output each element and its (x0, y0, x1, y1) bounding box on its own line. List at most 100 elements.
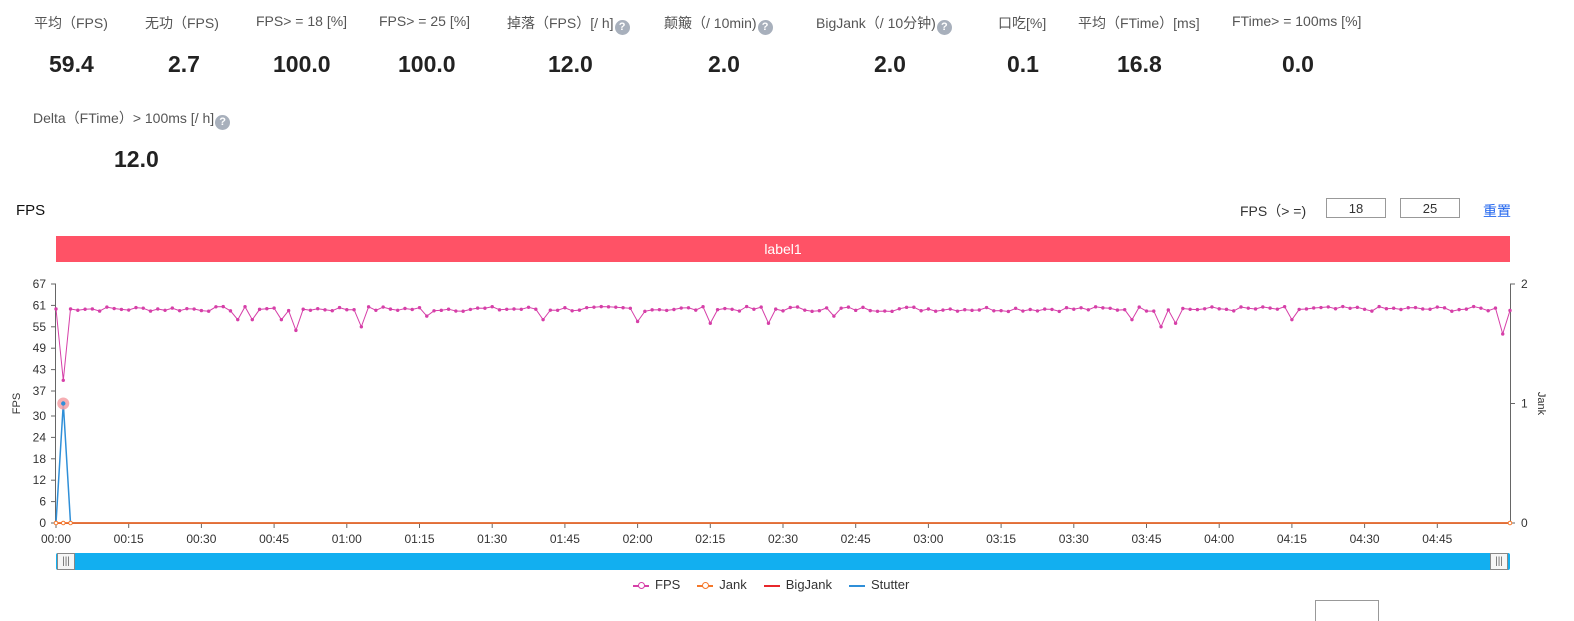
series-point-fps (1399, 307, 1403, 312)
series-point-fps (701, 304, 705, 309)
metric-value: 2.0 (874, 51, 906, 77)
highlight-point (61, 401, 66, 406)
series-point-fps (1319, 305, 1323, 310)
series-point-fps (1471, 304, 1476, 309)
series-point-fps (621, 306, 625, 310)
series-point-fps (839, 306, 843, 310)
series-point-fps (381, 305, 385, 309)
series-point-fps (1021, 309, 1025, 313)
series-point-fps (1079, 306, 1083, 310)
y-axis-title: FPS (11, 393, 23, 414)
series-point-fps (294, 328, 298, 333)
series-point-fps (1275, 307, 1280, 311)
series-point-fps (548, 308, 553, 312)
series-point-fps (76, 308, 80, 312)
chart-legend: FPS Jank BigJank Stutter (633, 577, 926, 592)
metric-label: FPS> = 18 [%] (256, 13, 347, 29)
series-point-fps (1297, 307, 1301, 312)
series-point-fps (417, 305, 422, 310)
series-point-fps (374, 308, 378, 312)
series-point-fps (1166, 308, 1171, 312)
series-point-fps (570, 309, 574, 313)
series-point-fps (446, 307, 451, 311)
legend-label: Stutter (871, 577, 910, 592)
help-icon[interactable]: ? (614, 20, 630, 35)
legend-item-fps[interactable]: FPS (633, 577, 680, 592)
x-tick-label: 04:45 (1422, 532, 1452, 546)
series-point-fps (846, 305, 851, 309)
series-point-fps (1188, 307, 1192, 311)
series-point-fps (657, 307, 662, 312)
series-point-fps (679, 306, 683, 310)
series-point-fps (134, 305, 138, 310)
help-icon[interactable]: ? (757, 20, 773, 35)
series-point-fps (1253, 307, 1258, 311)
metric-label-text: 无功（FPS) (145, 15, 219, 31)
legend-item-stutter[interactable]: Stutter (849, 577, 909, 592)
fps-threshold-high-input[interactable]: 25 (1400, 198, 1460, 218)
legend-item-jank[interactable]: Jank (697, 577, 747, 592)
series-point-fps (403, 306, 407, 311)
legend-label: BigJank (785, 577, 833, 592)
series-point-fps (606, 305, 611, 309)
series-point-fps (614, 305, 618, 309)
label-band[interactable]: label1 (56, 236, 1510, 262)
metric-label-text: FPS> = 25 [%] (379, 13, 471, 29)
series-point-jank (60, 520, 66, 526)
metric-label-text: 平均（FTime）[ms] (1078, 15, 1200, 31)
zoom-handle-left[interactable]: ||| (57, 553, 75, 570)
help-icon[interactable]: ? (215, 115, 231, 130)
series-point-fps (83, 307, 87, 311)
metric-label-text: FTime> = 100ms [%] (1232, 13, 1362, 29)
fps-threshold-low-input[interactable]: 18 (1326, 198, 1386, 218)
series-point-fps (97, 309, 102, 313)
series-point-fps (337, 305, 342, 310)
y-tick-label: 37 (33, 384, 47, 398)
series-point-fps (1464, 307, 1469, 311)
help-icon[interactable]: ? (936, 20, 952, 35)
series-point-fps (454, 309, 458, 313)
series-point-fps (54, 307, 58, 311)
y2-tick-label: 2 (1521, 277, 1528, 291)
series-point-fps (555, 308, 560, 312)
series-point-fps (141, 306, 145, 310)
x-tick-label: 03:45 (1131, 532, 1161, 546)
metric-label: Delta（FTime）> 100ms [/ h]? (33, 108, 231, 130)
series-point-fps (1202, 307, 1207, 311)
metric-value: 0.0 (1282, 51, 1314, 77)
series-point-fps (1479, 306, 1483, 310)
series-point-fps (156, 307, 160, 311)
series-point-fps (1508, 308, 1512, 313)
reset-button[interactable]: 重置 (1483, 203, 1511, 219)
series-point-fps (1435, 305, 1440, 309)
series-point-fps (650, 308, 654, 312)
y2-tick-label: 0 (1521, 516, 1528, 530)
series-point-fps (1282, 304, 1287, 309)
series-point-fps (868, 308, 872, 313)
x-tick-label: 02:30 (768, 532, 798, 546)
series-point-fps (694, 308, 698, 312)
series-point-fps (1326, 305, 1330, 309)
series-point-fps (1246, 306, 1250, 310)
zoom-handle-right[interactable]: ||| (1490, 553, 1508, 570)
legend-item-bigjank[interactable]: BigJank (763, 577, 833, 592)
series-point-fps (490, 304, 494, 309)
series-point-fps (395, 308, 400, 312)
series-point-fps (752, 307, 756, 311)
metric-label-text: 口吃[%] (998, 15, 1047, 31)
metric-value: 100.0 (273, 51, 331, 77)
series-point-fps (359, 325, 364, 329)
zoom-slider-track[interactable] (56, 553, 1510, 570)
series-point-fps (1086, 308, 1091, 312)
series-line-fps (55, 305, 1511, 381)
series-point-fps (1312, 306, 1316, 310)
metric-label: FTime> = 100ms [%] (1232, 13, 1361, 29)
legend-label: FPS (655, 577, 681, 592)
series-point-fps (1370, 309, 1374, 313)
series-point-fps (744, 304, 749, 309)
x-tick-label: 02:00 (623, 532, 653, 546)
series-point-fps (774, 307, 778, 311)
series-point-fps (912, 305, 916, 309)
series-point-fps (177, 308, 182, 313)
series-point-fps (185, 306, 189, 311)
